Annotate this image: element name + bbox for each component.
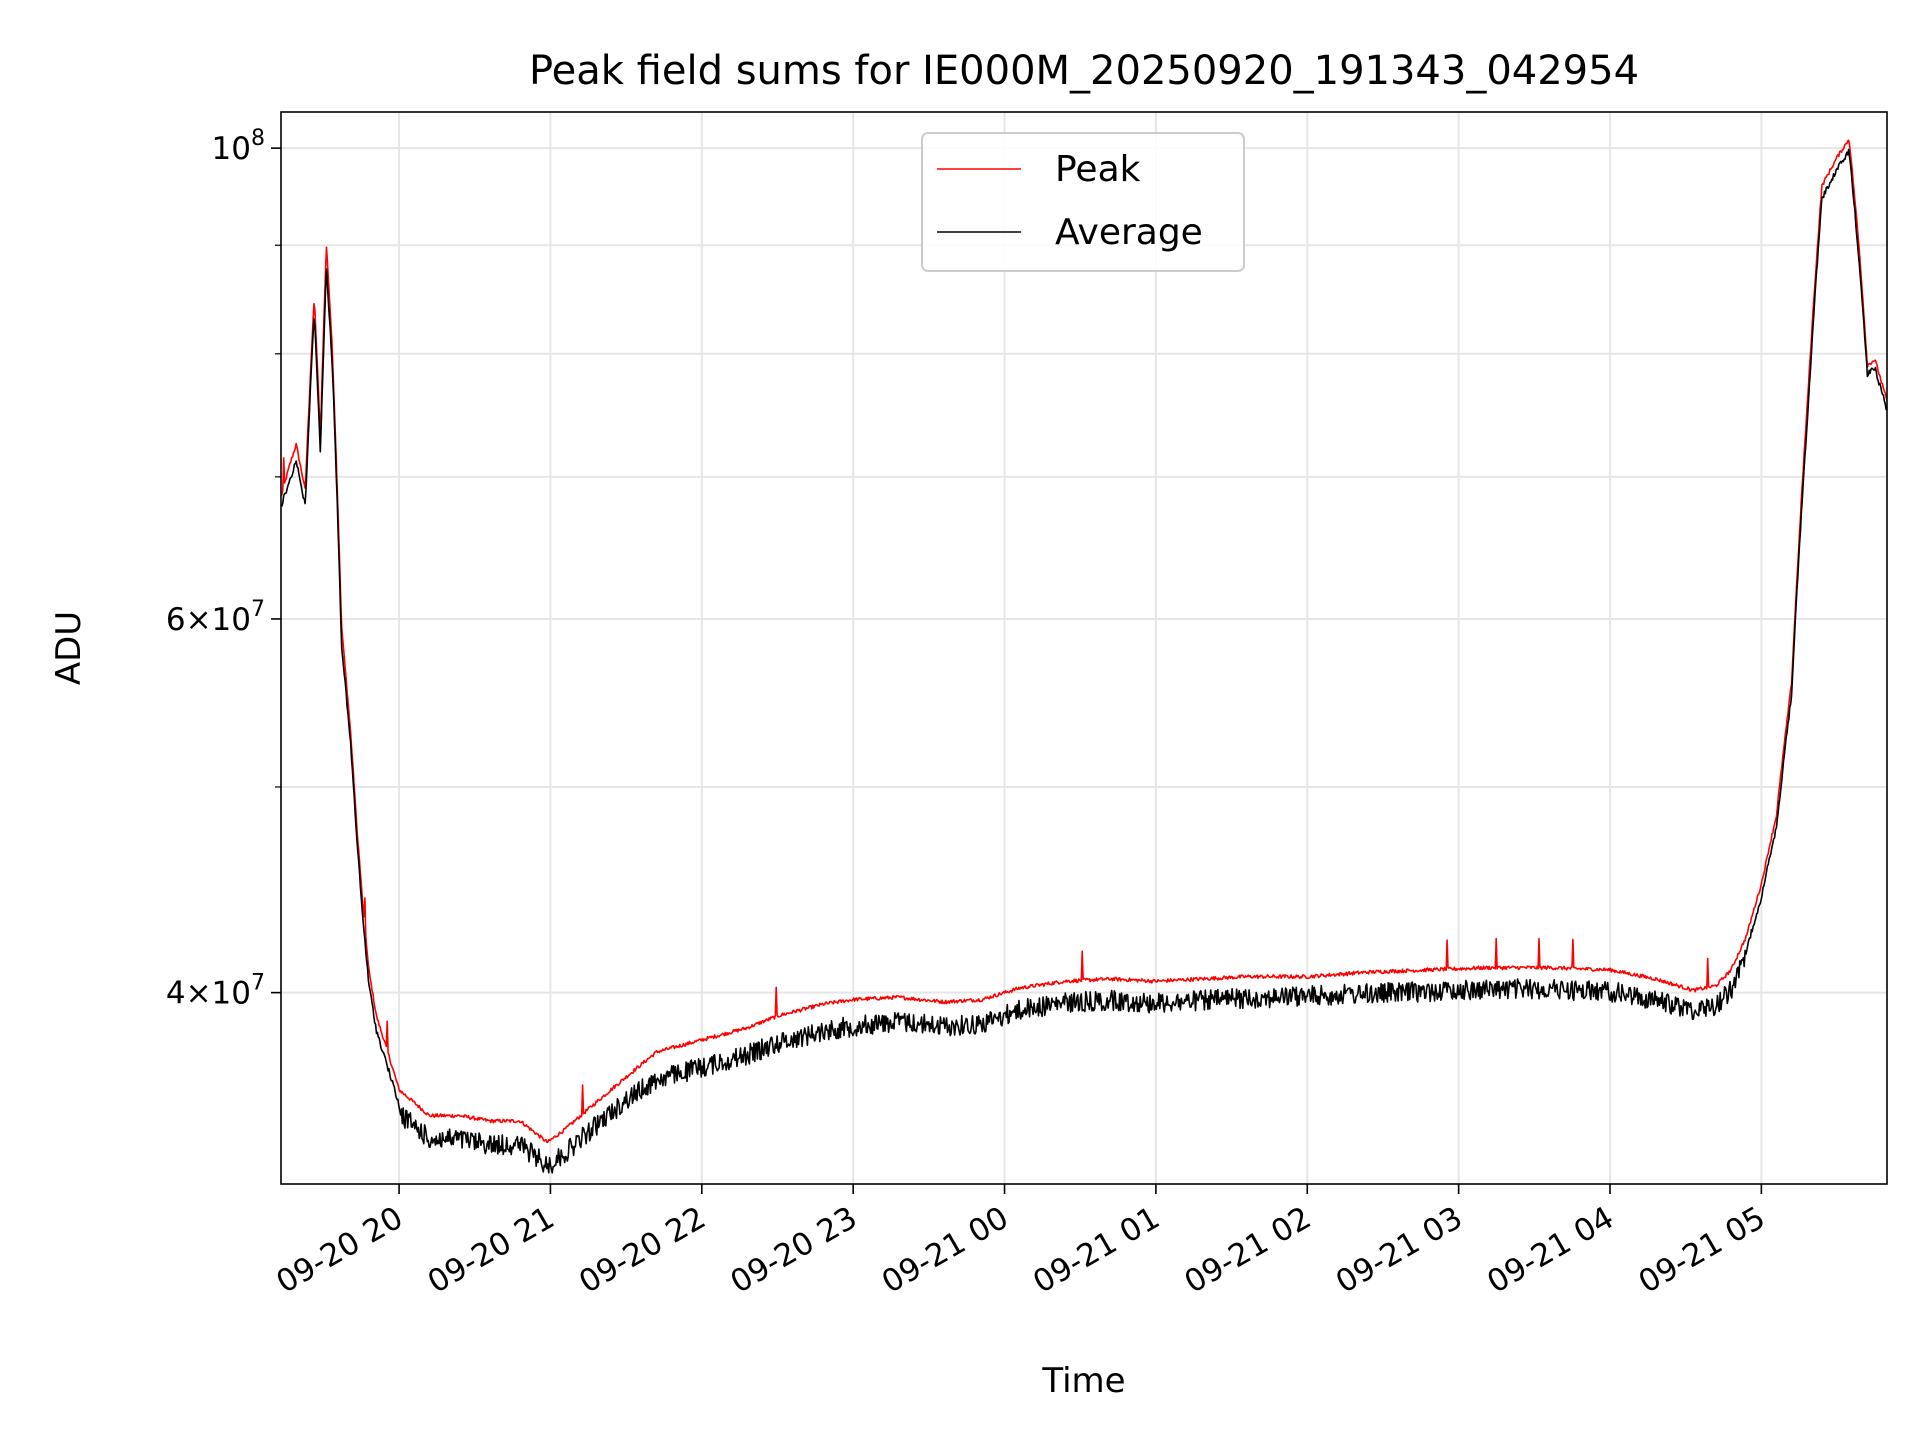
y-axis-label: ADU [49,611,89,685]
legend-label-average: Average [1055,212,1203,253]
series-line-peak [281,139,1887,1144]
y-axis-ticks: 4×107 6×107 108 [166,126,281,1012]
y-tick-label: 6×107 [166,597,265,638]
chart-title: Peak field sums for IE000M_20250920_1913… [529,48,1639,94]
axes-frame [280,111,1888,1185]
legend: Peak Average [921,132,1245,272]
legend-label-peak: Peak [1055,149,1141,190]
y-tick-label: 4×107 [166,971,265,1012]
legend-box [921,132,1245,272]
series-line-average [281,148,1887,1174]
x-axis-label: Time [1041,1361,1125,1401]
y-tick-label: 108 [212,126,265,167]
